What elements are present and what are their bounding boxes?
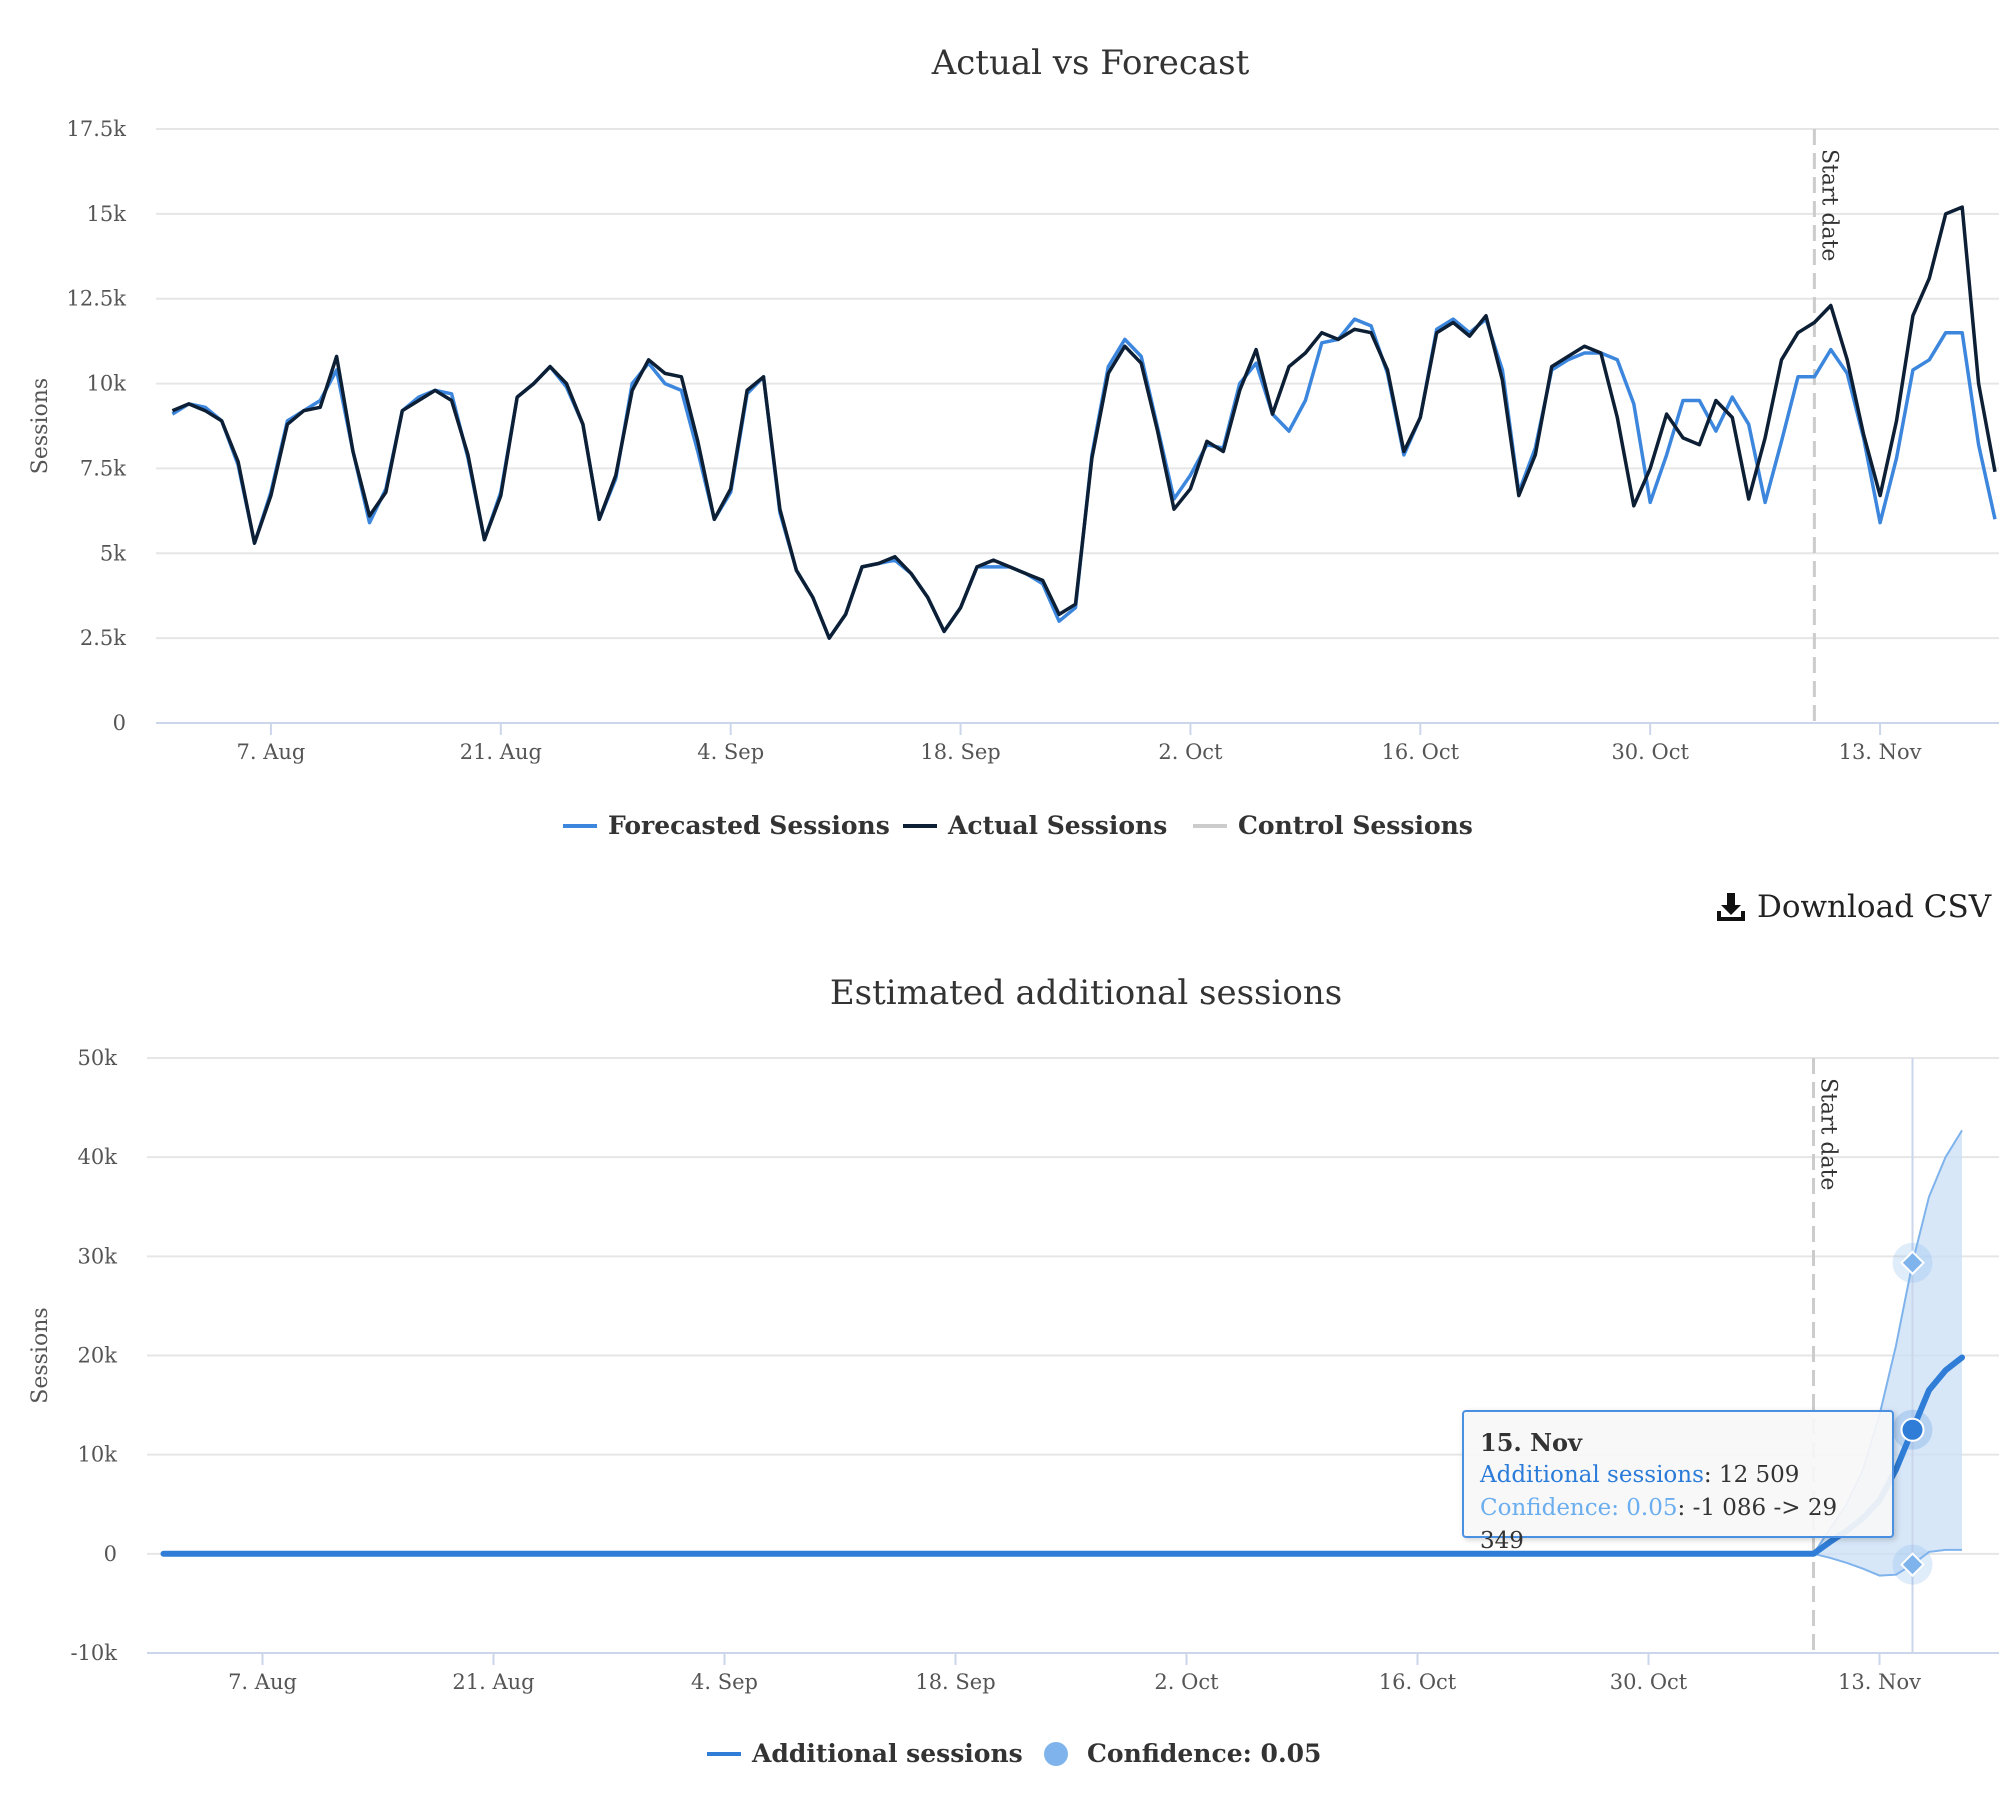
chart2-confidence-band — [1813, 1130, 1962, 1576]
chart2-y-tick-label: 40k — [78, 1145, 118, 1169]
chart1-start-date-label: Start date — [1816, 149, 1841, 261]
chart1-series-forecasted-sessions — [171, 317, 1997, 640]
chart2-x-tick-label: 4. Sep — [691, 1670, 758, 1694]
chart1-y-axis-title: Sessions — [28, 378, 53, 474]
chart2-x-tick-label: 16. Oct — [1379, 1670, 1457, 1694]
chart2-range-low-marker — [1900, 1552, 1925, 1578]
chart2-y-tick-label: 30k — [78, 1244, 118, 1268]
download-icon — [1717, 893, 1745, 921]
download-csv-button[interactable]: Download CSV — [1715, 885, 1991, 929]
chart2-y-tick-label: 20k — [78, 1344, 118, 1368]
chart1-x-tick-label: 18. Sep — [920, 740, 1000, 764]
chart1-y-tick-label: 5k — [100, 541, 126, 565]
chart1-y-tick-label: 2.5k — [80, 626, 126, 650]
chart2-y-tick-label: 0 — [104, 1542, 117, 1566]
tooltip-confidence-value: : -1 086 -> 29 349 — [1480, 1495, 1838, 1554]
tooltip-confidence-label: Confidence: 0.05 — [1480, 1495, 1678, 1521]
chart1-y-tick-label: 17.5k — [67, 117, 127, 141]
chart2-legend-label: Confidence: 0.05 — [1087, 1739, 1321, 1768]
chart1-x-tick-label: 7. Aug — [237, 740, 306, 764]
chart2-x-tick-label: 7. Aug — [228, 1670, 297, 1694]
chart1-x-tick-label: 13. Nov — [1839, 740, 1922, 764]
chart1-y-tick-label: 15k — [87, 202, 127, 226]
chart1-x-tick-label: 16. Oct — [1382, 740, 1460, 764]
estimated-additional-sessions-chart: Estimated additional sessions -10k 0 10k 20k… — [28, 973, 1999, 1768]
chart1-y-tick-label: 0 — [113, 711, 126, 735]
chart2-legend-label: Additional sessions — [751, 1739, 1023, 1768]
chart1-x-tick-label: 30. Oct — [1611, 740, 1689, 764]
chart1-legend-label: Control Sessions — [1238, 811, 1473, 840]
chart2-highlight-point — [1900, 1417, 1925, 1442]
chart2-legend-item[interactable]: Additional sessions — [707, 1739, 1023, 1768]
chart2-title: Estimated additional sessions — [830, 973, 1342, 1013]
chart2-y-tick-label: 10k — [78, 1443, 118, 1467]
chart1-legend-item[interactable]: Actual Sessions — [903, 811, 1167, 840]
chart1-x-tick-label: 21. Aug — [460, 740, 542, 764]
chart2-legend-item[interactable]: Confidence: 0.05 — [1044, 1739, 1321, 1768]
chart1-y-tick-label: 12.5k — [67, 287, 127, 311]
chart1-x-tick-label: 2. Oct — [1158, 740, 1223, 764]
chart1-y-tick-label: 7.5k — [80, 456, 126, 480]
chart1-legend-label: Forecasted Sessions — [608, 811, 890, 840]
actual-vs-forecast-chart: Actual vs Forecast 0 2.5k 5k 7.5k 10k 12.5k 15k… — [28, 43, 1999, 840]
chart2-y-tick-label: 50k — [78, 1046, 118, 1070]
chart-tooltip: 15. Nov Additional sessions: 12 509 Conf… — [1462, 1410, 1894, 1554]
chart1-title: Actual vs Forecast — [931, 43, 1250, 83]
chart2-x-tick-label: 2. Oct — [1154, 1670, 1219, 1694]
chart2-confidence-lower — [1813, 1548, 1962, 1577]
chart1-x-tick-label: 4. Sep — [697, 740, 764, 764]
tooltip-series-label: Additional sessions — [1480, 1462, 1704, 1488]
chart1-legend[interactable]: Forecasted Sessions Actual Sessions Contro… — [563, 811, 1473, 840]
chart2-x-tick-label: 13. Nov — [1838, 1670, 1921, 1694]
tooltip-date: 15. Nov — [1480, 1428, 1582, 1457]
chart1-legend-item[interactable]: Forecasted Sessions — [563, 811, 890, 840]
download-csv-label: Download CSV — [1757, 889, 1992, 925]
chart2-range-high-marker — [1900, 1250, 1925, 1276]
chart2-y-axis-title: Sessions — [28, 1307, 53, 1403]
chart2-x-tick-label: 18. Sep — [915, 1670, 995, 1694]
chart1-legend-item[interactable]: Control Sessions — [1193, 811, 1473, 840]
chart2-start-date-label: Start date — [1816, 1078, 1841, 1190]
chart1-series-actual-sessions — [171, 205, 1997, 640]
chart2-x-tick-label: 21. Aug — [452, 1670, 534, 1694]
chart2-legend-symbol — [1044, 1742, 1068, 1766]
tooltip-series-value: : 12 509 — [1703, 1462, 1800, 1488]
chart2-y-tick-label: -10k — [70, 1641, 117, 1665]
chart1-y-tick-label: 10k — [87, 372, 127, 396]
chart1-legend-label: Actual Sessions — [947, 811, 1167, 840]
chart2-legend[interactable]: Additional sessions Confidence: 0.05 — [707, 1739, 1321, 1768]
chart2-x-tick-label: 30. Oct — [1610, 1670, 1688, 1694]
